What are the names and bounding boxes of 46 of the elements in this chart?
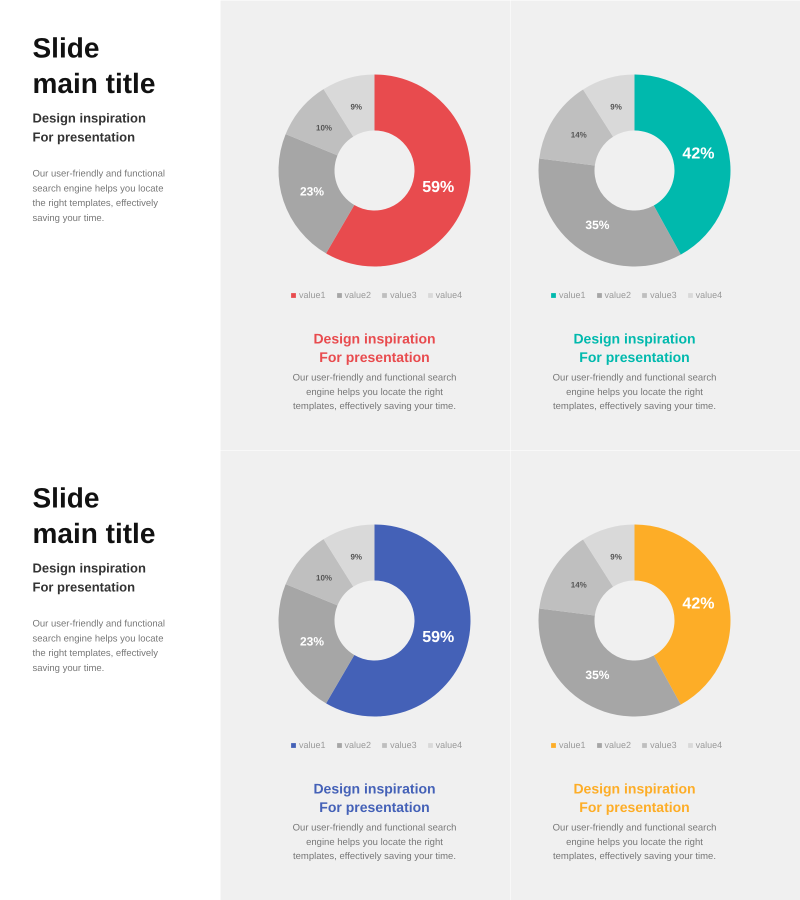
legend-label: value2 [604, 290, 632, 300]
text: Our user-friendly and functional search engine helps you locate the right templates, effectively saving your time. [32, 618, 166, 674]
text: Design inspiration For presentation [32, 110, 146, 144]
data-label: 59% [422, 179, 454, 196]
legend-label: value3 [650, 290, 677, 300]
data-label: 42% [682, 596, 714, 613]
text: Our user-friendly and functional search engine helps you locate the right templates, effectively saving your time. [32, 168, 166, 224]
text: Design inspiration For presentation [32, 560, 146, 594]
data-label: 59% [422, 629, 454, 646]
legend-label: value3 [650, 740, 677, 750]
text: Design inspiration For presentation [573, 330, 696, 365]
text: Design inspiration For presentation [313, 330, 436, 365]
text: Our user-friendly and functional search engine helps you locate the right templates, effectively saving your time. [552, 372, 716, 412]
data-label: 23% [300, 634, 324, 649]
text: Slide main title [32, 482, 156, 550]
legend-label: value2 [344, 290, 372, 300]
data-label: 35% [585, 668, 610, 682]
legend-label: value2 [604, 740, 632, 750]
text: Our user-friendly and functional search engine helps you locate the right templates, effectively saving your time. [292, 372, 456, 412]
data-label: 9% [350, 102, 362, 112]
legend-label: value2 [344, 740, 372, 750]
data-label: 10% [316, 123, 332, 132]
data-label: 14% [570, 130, 587, 140]
legend-label: value4 [696, 740, 722, 750]
legend-label: value4 [436, 290, 462, 300]
legend-label: value1 [299, 740, 326, 750]
legend-label: value4 [436, 740, 462, 750]
data-label: 35% [585, 218, 610, 232]
data-label: 10% [316, 573, 332, 582]
data-label: 14% [570, 580, 587, 590]
text: Our user-friendly and functional search engine helps you locate the right templates, effectively saving your time. [552, 822, 716, 862]
legend-label: value1 [299, 290, 326, 300]
data-label: 9% [350, 552, 362, 562]
data-label: 23% [300, 184, 324, 199]
data-label: 9% [610, 552, 622, 562]
text: Design inspiration For presentation [573, 780, 696, 815]
text: Design inspiration For presentation [313, 780, 436, 815]
data-label: 42% [682, 146, 714, 163]
data-label: 9% [610, 102, 622, 112]
legend-label: value1 [559, 740, 586, 750]
text: Slide main title [32, 32, 156, 100]
legend-label: value3 [390, 740, 417, 750]
legend-label: value4 [696, 290, 722, 300]
legend-label: value3 [390, 290, 417, 300]
legend-label: value1 [559, 290, 586, 300]
text: Our user-friendly and functional search engine helps you locate the right templates, effectively saving your time. [292, 822, 456, 862]
